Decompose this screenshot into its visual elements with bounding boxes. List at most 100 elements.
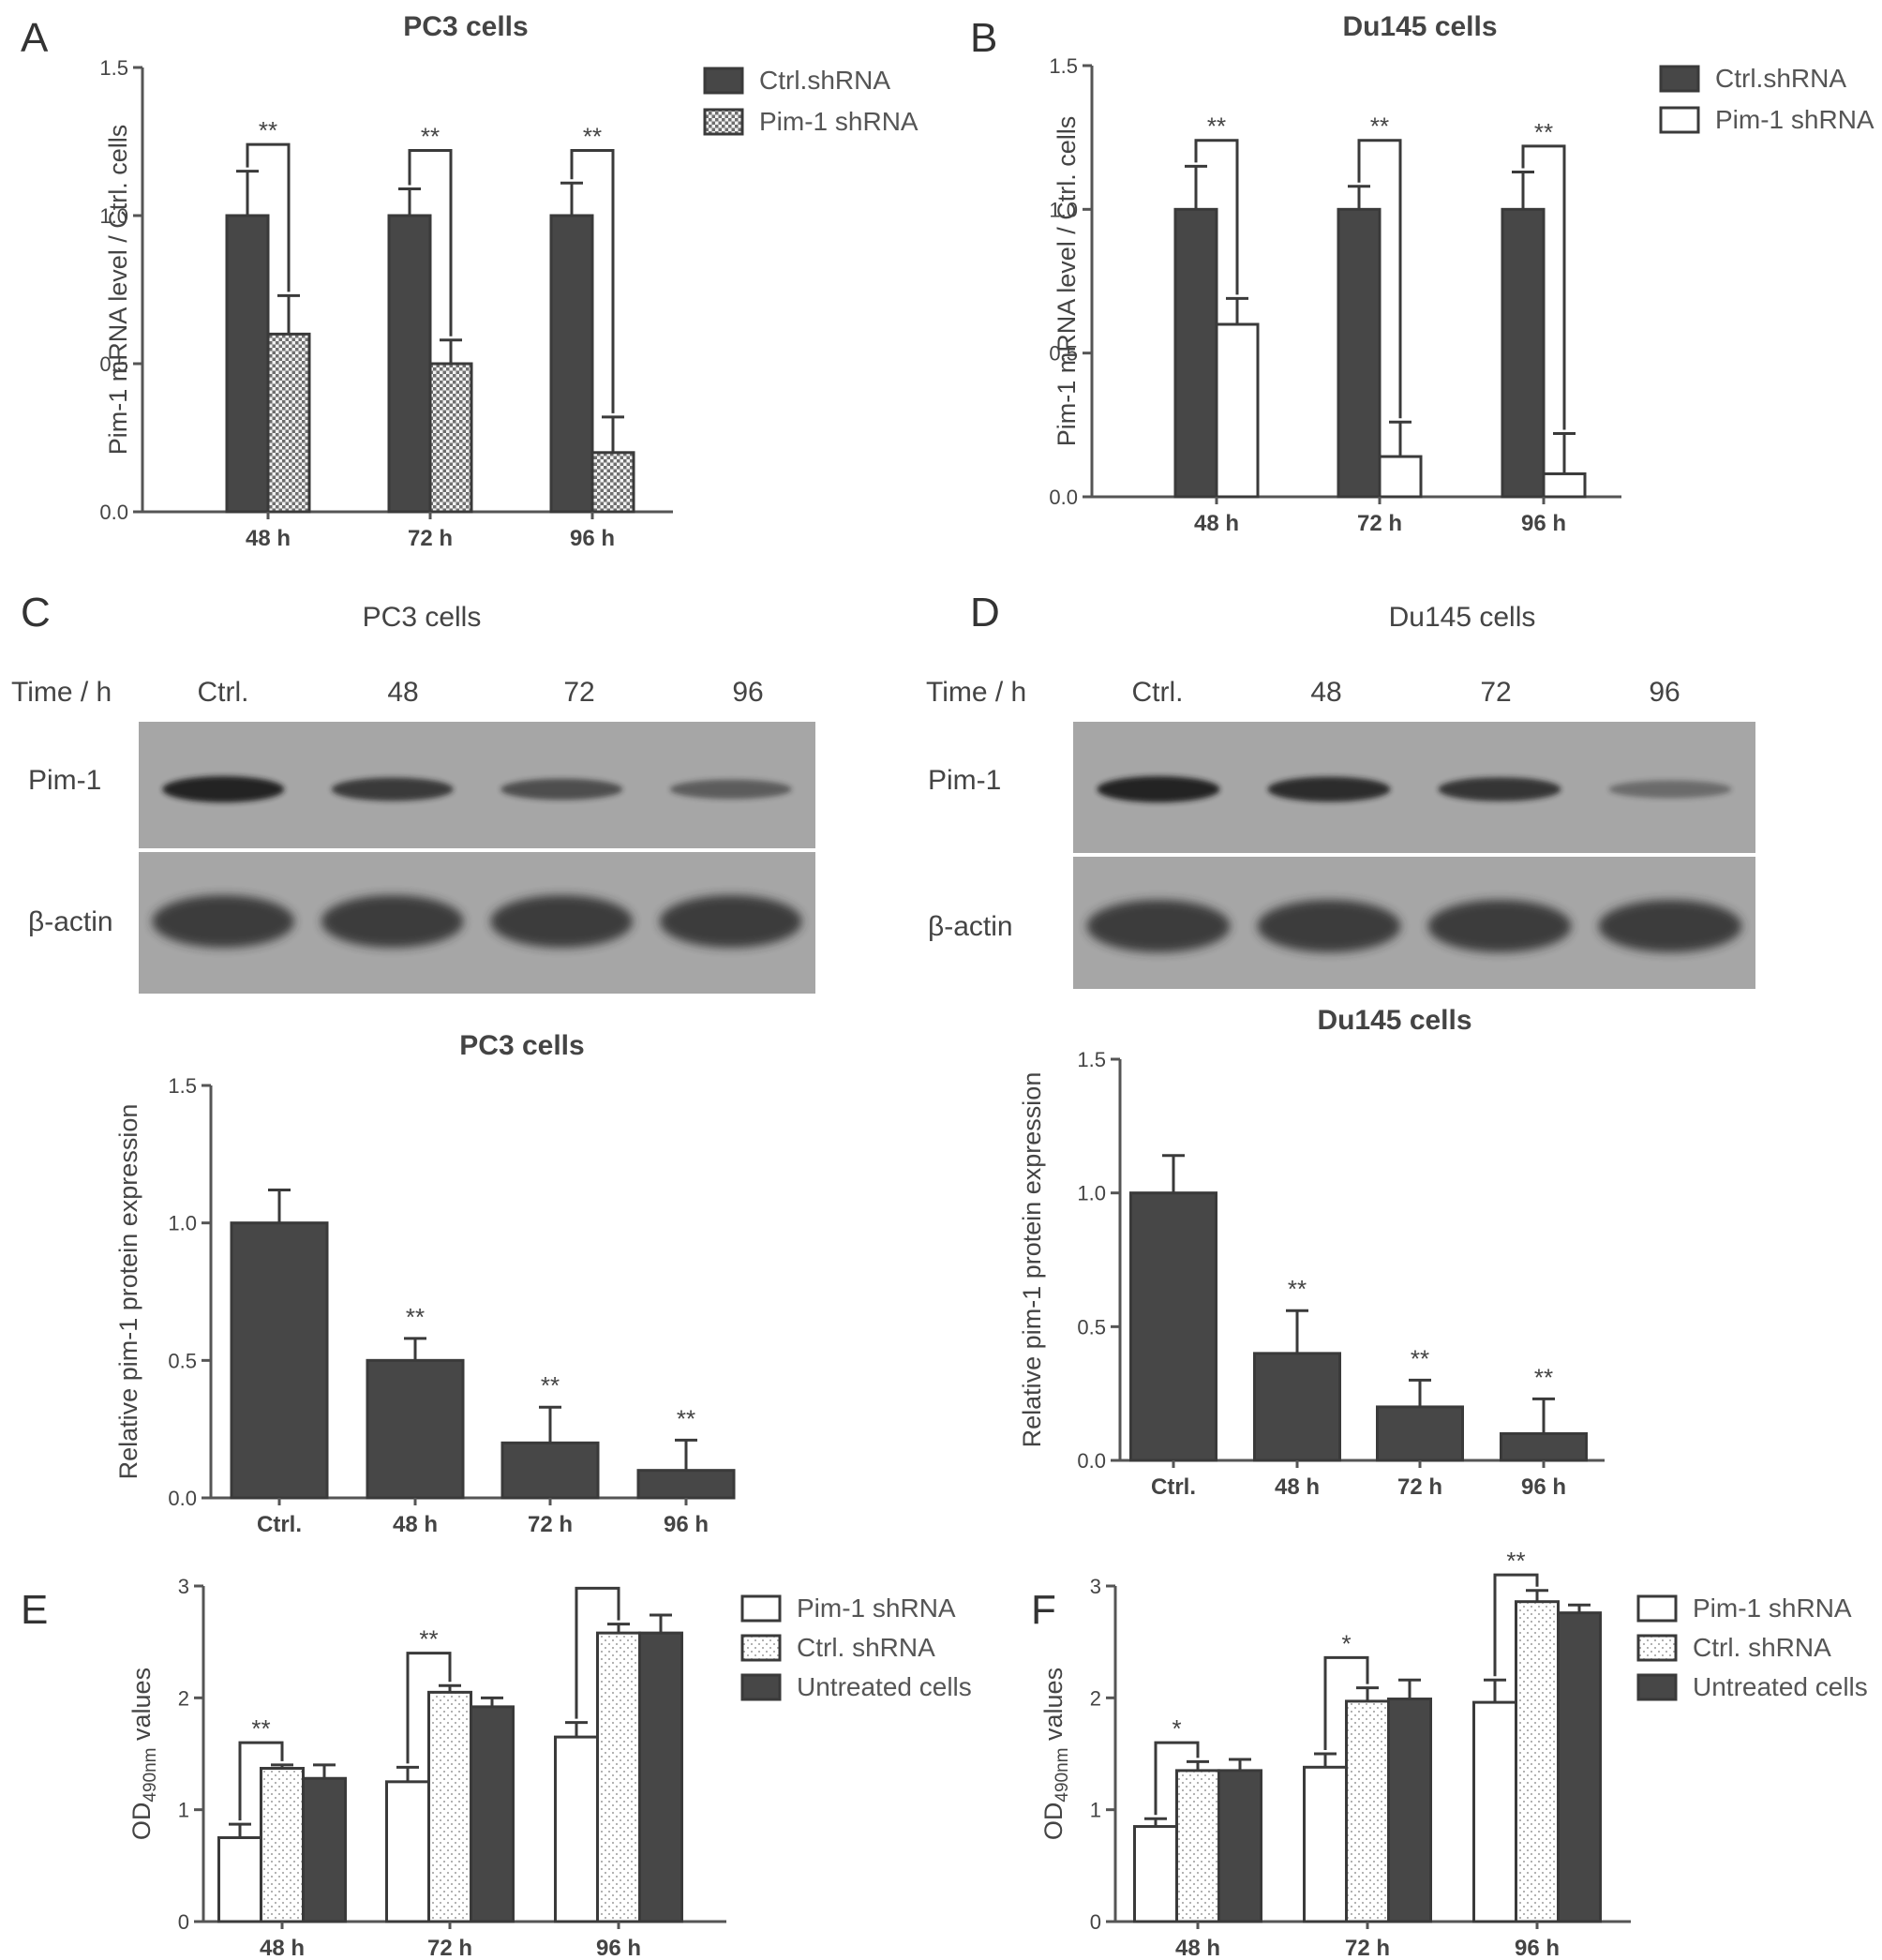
actin-band [1086, 900, 1231, 952]
chart-e-pc3-od: 0 1 2 3 OD490nm values 48 h 72 h 96 h ** ** Pim-1 … [127, 1575, 972, 1960]
x-tick-label: 96 h [664, 1512, 709, 1537]
blot-lane-label: 72 [1480, 677, 1511, 708]
significance-label: ** [1411, 1344, 1429, 1372]
significance-label: * [1341, 1629, 1351, 1657]
panel-letter-a: A [21, 15, 49, 61]
x-tick-label: 48 h [246, 526, 291, 551]
bar [596, 1631, 641, 1923]
bar [1387, 1698, 1432, 1923]
blot-row-label: β-actin [928, 911, 1013, 942]
bar [1253, 1352, 1341, 1462]
significance-bracket [1357, 139, 1402, 419]
legend-label: Pim-1 shRNA [797, 1593, 956, 1623]
y-axis-label-sub: 490nm [1053, 1747, 1072, 1802]
blot-lane-label: 96 [732, 677, 763, 708]
legend-label: Ctrl.shRNA [759, 66, 890, 95]
x-tick-label: 72 h [1345, 1936, 1390, 1960]
y-tick-label: 1 [1090, 1799, 1101, 1822]
y-tick-label: 3 [178, 1575, 189, 1598]
x-tick-label: 96 h [1515, 1936, 1560, 1960]
bar [1337, 207, 1382, 499]
bar [1542, 471, 1587, 499]
y-tick-label: 0.0 [1049, 486, 1078, 509]
blot-lane-label: 96 [1649, 677, 1680, 708]
x-tick-label: 72 h [408, 526, 453, 551]
y-tick-label: 0.5 [99, 352, 128, 376]
x-tick-label: 96 h [596, 1936, 641, 1960]
bar [638, 1631, 683, 1923]
bar [230, 1221, 329, 1500]
x-tick-label: 96 h [1521, 511, 1566, 536]
pim1-band [1267, 776, 1391, 802]
legend-label: Untreated cells [1693, 1672, 1868, 1701]
significance-bracket [1323, 1655, 1369, 1750]
x-tick-label: 72 h [1397, 1474, 1442, 1500]
y-tick-label: 0.0 [99, 501, 128, 524]
x-tick-label: 96 h [1521, 1474, 1566, 1500]
legend-swatch [1659, 106, 1700, 134]
significance-bracket [1194, 139, 1239, 295]
y-axis-label-main: OD [127, 1803, 156, 1841]
bar [217, 1836, 262, 1923]
y-tick-label: 0 [1090, 1910, 1101, 1934]
y-tick-label: 1.0 [1049, 198, 1078, 221]
legend-swatch [703, 108, 744, 136]
blot-lane-label: Ctrl. [198, 677, 249, 708]
legend-label: Pim-1 shRNA [759, 107, 919, 136]
y-tick-label: 1.5 [1077, 1048, 1106, 1071]
bar [387, 214, 432, 514]
x-tick-label: 48 h [260, 1936, 305, 1960]
bar [1376, 1405, 1464, 1462]
actin-band [659, 895, 802, 948]
y-tick-label: 0.5 [1077, 1315, 1106, 1339]
significance-label: ** [583, 122, 602, 150]
y-tick-label: 2 [1090, 1686, 1101, 1710]
blot-time-label: Time / h [11, 677, 112, 708]
panel-letter-e: E [21, 1587, 48, 1633]
significance-bracket [1521, 144, 1566, 430]
significance-label: ** [541, 1371, 560, 1399]
y-tick-label: 1 [178, 1799, 189, 1822]
actin-band [490, 895, 634, 948]
y-axis-label: OD490nm values [127, 1668, 160, 1840]
pim1-band [1097, 776, 1220, 802]
actin-band [1427, 900, 1572, 952]
y-tick-label: 1.5 [99, 56, 128, 80]
blot-lane-label: 48 [1310, 677, 1341, 708]
bar [1557, 1611, 1602, 1923]
significance-bracket [238, 1741, 284, 1821]
x-tick-label: 72 h [1357, 511, 1402, 536]
bar [1217, 1769, 1262, 1923]
y-tick-label: 0 [178, 1910, 189, 1934]
legend-swatch [1636, 1594, 1678, 1623]
bar [1515, 1600, 1560, 1923]
y-axis-label: Relative pim-1 protein expression [114, 1104, 142, 1480]
panel-letter-c: C [21, 590, 51, 636]
bar [1215, 322, 1260, 499]
significance-bracket [575, 1586, 620, 1719]
bar [1472, 1700, 1517, 1923]
blot-title: PC3 cells [363, 602, 482, 633]
legend-swatch [1636, 1634, 1678, 1662]
significance-label: ** [406, 1303, 425, 1331]
actin-band [321, 895, 464, 948]
blot-d-du145-western: Du145 cells Time / h Ctrl. 48 72 96 Pim-1 β-act… [926, 602, 1755, 989]
pim1-band [1608, 780, 1732, 799]
chart-title: Du145 cells [1317, 1005, 1471, 1036]
y-tick-label: 0.0 [1077, 1449, 1106, 1473]
pim1-band [331, 777, 454, 801]
significance-bracket [408, 148, 453, 337]
y-tick-label: 1.5 [1049, 54, 1078, 78]
y-tick-label: 3 [1090, 1575, 1101, 1598]
bar [549, 214, 594, 514]
chart-c-pc3-protein: PC3 cells 0.0 0.5 1.0 1.5 Relative pim-1 prot… [114, 1030, 736, 1537]
y-axis-label-rest: values [1039, 1668, 1068, 1748]
bar [385, 1780, 430, 1923]
legend-swatch [703, 67, 744, 95]
y-axis-label: Pim-1 mRNA level / Ctrl. cells [104, 125, 132, 456]
y-axis-label-main: OD [1039, 1803, 1068, 1841]
chart-title: Du145 cells [1342, 11, 1497, 42]
y-axis-label: Relative pim-1 protein expression [1018, 1072, 1046, 1448]
y-axis-label: Pim-1 mRNA level / Ctrl. cells [1053, 116, 1081, 447]
legend-swatch [740, 1634, 782, 1662]
